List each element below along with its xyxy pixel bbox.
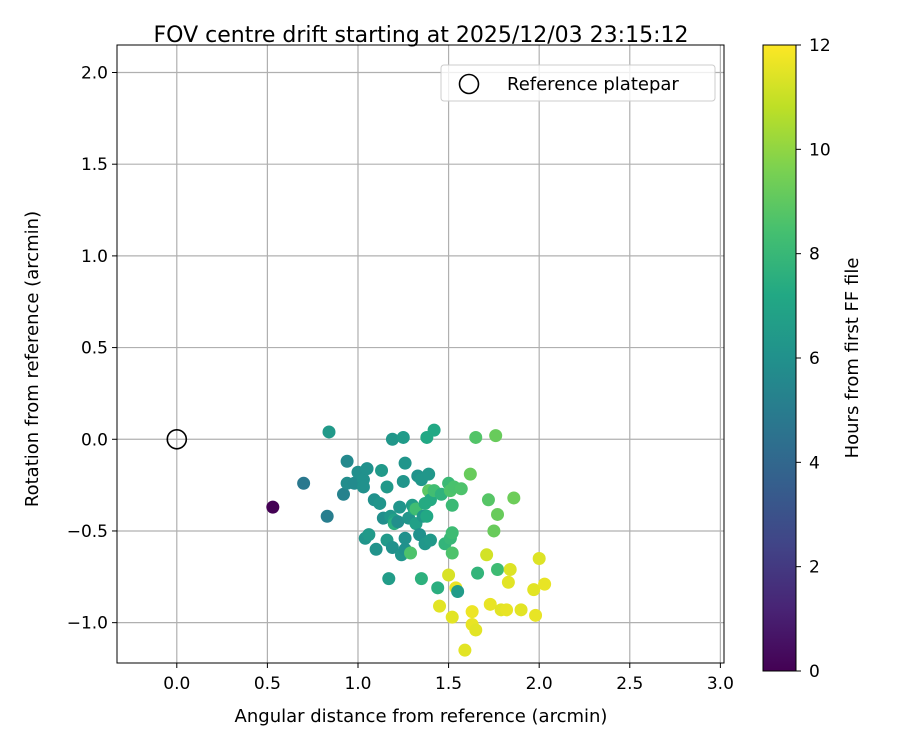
colorbar-tick-label: 12 bbox=[809, 36, 831, 56]
chart-title: FOV centre drift starting at 2025/12/03 … bbox=[154, 23, 689, 48]
data-point bbox=[362, 528, 376, 542]
data-point bbox=[445, 526, 459, 540]
x-tick-label: 0.0 bbox=[163, 674, 190, 694]
data-point bbox=[414, 572, 428, 586]
x-tick-label: 2.0 bbox=[526, 674, 553, 694]
y-tick-label: 1.0 bbox=[81, 247, 108, 267]
data-point bbox=[487, 524, 501, 538]
data-point bbox=[514, 603, 528, 617]
legend-marker bbox=[458, 73, 480, 95]
data-point bbox=[501, 575, 515, 589]
data-point bbox=[431, 581, 445, 595]
data-point bbox=[451, 584, 465, 598]
data-point bbox=[360, 462, 374, 476]
data-point bbox=[500, 603, 514, 617]
data-point bbox=[297, 476, 311, 490]
data-point bbox=[469, 430, 483, 444]
data-point bbox=[538, 577, 552, 591]
colorbar-tick-label: 8 bbox=[809, 245, 820, 265]
data-points bbox=[266, 423, 552, 657]
y-tick-label: −0.5 bbox=[67, 522, 108, 542]
plot-frame bbox=[116, 44, 725, 664]
data-point bbox=[404, 546, 418, 560]
data-point bbox=[420, 509, 434, 523]
colorbar-tick-label: 2 bbox=[809, 558, 820, 578]
y-tick-label: 0.5 bbox=[81, 339, 108, 359]
x-tick-label: 1.0 bbox=[344, 674, 371, 694]
data-point bbox=[320, 509, 334, 523]
y-axis-ticks: −1.0 −0.5 0.0 0.5 1.0 1.5 2.0 bbox=[67, 64, 117, 634]
data-point bbox=[398, 531, 412, 545]
colorbar-tick-label: 0 bbox=[809, 662, 820, 682]
data-point bbox=[471, 566, 485, 580]
legend: Reference platepar bbox=[440, 64, 716, 102]
data-point bbox=[340, 454, 354, 468]
y-axis-label: Rotation from reference (arcmin) bbox=[22, 211, 43, 507]
y-tick-label: 2.0 bbox=[81, 64, 108, 84]
grid bbox=[117, 45, 724, 663]
data-point bbox=[503, 562, 517, 576]
y-tick-label: 0.0 bbox=[81, 430, 108, 450]
colorbar-label: Hours from first FF file bbox=[842, 258, 863, 459]
data-point bbox=[373, 496, 387, 510]
data-point bbox=[454, 482, 468, 496]
data-point bbox=[532, 551, 546, 565]
data-point bbox=[385, 432, 399, 446]
data-point bbox=[322, 425, 336, 439]
colorbar-gradient bbox=[762, 44, 797, 672]
data-point bbox=[391, 515, 405, 529]
data-point bbox=[481, 493, 495, 507]
x-tick-label: 3.0 bbox=[707, 674, 734, 694]
legend-box bbox=[440, 64, 716, 102]
data-point bbox=[529, 608, 543, 622]
data-point bbox=[458, 643, 472, 657]
data-point bbox=[422, 467, 436, 481]
data-point bbox=[369, 542, 383, 556]
data-point bbox=[469, 623, 483, 637]
data-point bbox=[491, 507, 505, 521]
data-point bbox=[507, 491, 521, 505]
data-point bbox=[393, 500, 407, 514]
data-point bbox=[423, 533, 437, 547]
data-point bbox=[527, 583, 541, 597]
x-axis-ticks: 0.0 0.5 1.0 1.5 2.0 2.5 3.0 bbox=[163, 663, 734, 694]
colorbar-tick-label: 4 bbox=[809, 453, 820, 473]
data-point bbox=[433, 599, 447, 613]
data-point bbox=[398, 456, 412, 470]
data-point bbox=[427, 423, 441, 437]
reference-point-marker bbox=[166, 428, 188, 450]
y-tick-label: −1.0 bbox=[67, 614, 108, 634]
data-point bbox=[480, 548, 494, 562]
data-point bbox=[442, 568, 456, 582]
colorbar: 0 2 4 6 8 10 12 Hours from first FF file bbox=[762, 36, 863, 682]
data-point bbox=[385, 540, 399, 554]
data-point bbox=[375, 463, 389, 477]
colorbar-tick-label: 6 bbox=[809, 349, 820, 369]
data-point bbox=[266, 500, 280, 514]
data-point bbox=[445, 610, 459, 624]
y-tick-label: 1.5 bbox=[81, 155, 108, 175]
data-point bbox=[396, 474, 410, 488]
colorbar-tick-label: 10 bbox=[809, 140, 831, 160]
data-point bbox=[380, 480, 394, 494]
data-point bbox=[396, 430, 410, 444]
data-point bbox=[489, 429, 503, 443]
colorbar-ticks: 0 2 4 6 8 10 12 bbox=[796, 36, 831, 682]
x-tick-label: 0.5 bbox=[254, 674, 281, 694]
data-point bbox=[382, 572, 396, 586]
data-point bbox=[483, 597, 497, 611]
data-point bbox=[491, 562, 505, 576]
data-point bbox=[463, 467, 477, 481]
x-axis-label: Angular distance from reference (arcmin) bbox=[235, 706, 608, 727]
data-point bbox=[336, 487, 350, 501]
x-tick-label: 2.5 bbox=[616, 674, 643, 694]
data-point bbox=[356, 480, 370, 494]
data-point bbox=[445, 498, 459, 512]
data-point bbox=[465, 605, 479, 619]
x-tick-label: 1.5 bbox=[435, 674, 462, 694]
data-point bbox=[445, 546, 459, 560]
legend-label: Reference platepar bbox=[507, 74, 679, 95]
